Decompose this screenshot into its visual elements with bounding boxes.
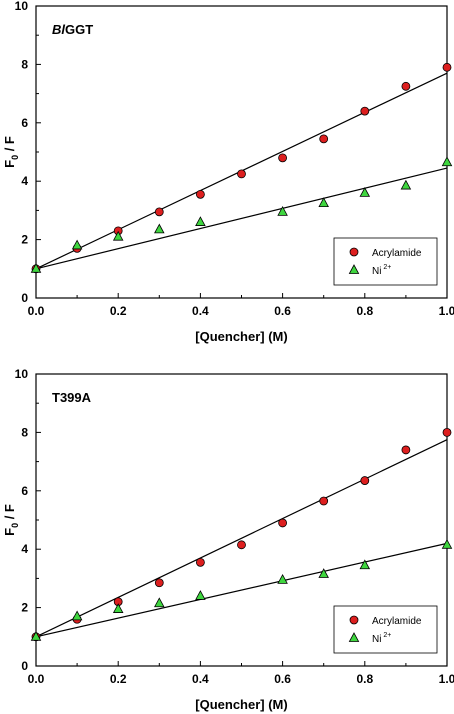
x-tick-label: 0.0 [28, 672, 45, 686]
chart-panel-1: 0.0 0.2 0.4 0.6 0.8 1.0 0 2 4 6 8 10 [Quencher] (M) F… [2, 0, 454, 344]
data-point-acrylamide [401, 445, 411, 455]
x-tick-label: 1.0 [439, 672, 454, 686]
fit-line-ni [35, 167, 448, 270]
legend-label-name: Ni [372, 634, 381, 645]
y-axis-label-main: F [2, 160, 17, 168]
data-point-ni [30, 630, 42, 641]
legend: Acrylamide Ni 2+ [333, 237, 438, 286]
y-axis-label-subscript: 0 [10, 155, 20, 160]
chart-panel-2: 0.0 0.2 0.4 0.6 0.8 1.0 0 2 4 6 8 10 [Quencher] (M) F… [2, 367, 454, 712]
y-axis-label-subscript: 0 [10, 523, 20, 528]
data-point-ni [318, 568, 329, 578]
y-tick-label: 0 [21, 291, 28, 305]
x-tick-label: 0.8 [356, 304, 373, 318]
y-axis-label-tail: / F [2, 136, 17, 155]
data-point-acrylamide [195, 189, 205, 199]
panel-title: T399A [52, 390, 92, 405]
x-tick-label: 0.8 [356, 672, 373, 686]
data-point-ni [441, 156, 453, 167]
y-axis-label: F0 / F [2, 136, 20, 168]
data-point-ni [400, 179, 412, 190]
y-tick-label: 6 [21, 116, 28, 130]
data-point-ni [154, 597, 165, 608]
legend-label-name: Acrylamide [372, 248, 422, 259]
legend: Acrylamide Ni 2+ [333, 605, 438, 654]
legend-marker-ni [348, 264, 360, 274]
x-axis-label: [Quencher] (M) [195, 329, 287, 344]
y-tick-label: 10 [15, 367, 29, 381]
data-point-acrylamide [237, 540, 246, 550]
x-tick-label: 0.2 [110, 672, 127, 686]
y-tick-label: 0 [21, 659, 28, 673]
legend-label-superscript: 2+ [381, 632, 391, 639]
legend-marker-acrylamide [349, 615, 359, 625]
data-point-ni [195, 590, 206, 600]
data-point-ni [30, 262, 42, 273]
data-point-ni [195, 216, 206, 226]
legend-label: Acrylamide [372, 248, 422, 259]
x-tick-label: 0.4 [192, 304, 209, 318]
data-point-ni [277, 206, 288, 216]
data-point-ni [318, 197, 329, 208]
data-point-acrylamide [442, 62, 452, 72]
data-point-acrylamide [360, 106, 370, 116]
data-point-acrylamide [154, 207, 164, 217]
data-point-acrylamide [401, 81, 411, 91]
data-point-acrylamide [278, 518, 288, 528]
x-tick-label: 0.2 [110, 304, 127, 318]
data-point-acrylamide [237, 169, 246, 179]
legend-marker-ni [348, 632, 360, 642]
y-tick-label: 2 [21, 601, 28, 615]
y-tick-label: 10 [15, 0, 29, 13]
data-point-ni [71, 239, 83, 250]
legend-label-name: Acrylamide [372, 616, 422, 627]
panel-title-text: GGT [65, 22, 93, 37]
data-point-ni [359, 187, 371, 197]
legend-label: Ni 2+ [372, 264, 391, 277]
y-tick-label: 4 [21, 542, 28, 556]
y-axis-label-main: F [2, 528, 17, 536]
y-tick-label: 4 [21, 174, 28, 188]
y-axis-label: F0 / F [2, 504, 20, 536]
fit-line-acrylamide [35, 439, 448, 638]
legend-label: Acrylamide [372, 616, 422, 627]
legend-box [333, 605, 438, 654]
panel-title: BlGGT [52, 22, 93, 37]
data-point-ni [112, 230, 124, 241]
x-tick-label: 0.6 [274, 672, 291, 686]
data-point-acrylamide [319, 496, 329, 506]
y-tick-label: 8 [21, 425, 28, 439]
data-point-acrylamide [360, 476, 370, 485]
data-point-acrylamide [442, 427, 452, 437]
data-point-ni [154, 223, 165, 234]
legend-label: Ni 2+ [372, 632, 391, 645]
x-tick-label: 0.0 [28, 304, 45, 318]
legend-box [333, 237, 438, 286]
data-point-ni [277, 574, 288, 584]
data-point-acrylamide [319, 134, 329, 144]
y-tick-label: 8 [21, 57, 28, 71]
y-tick-label: 6 [21, 484, 28, 498]
legend-label-superscript: 2+ [381, 264, 391, 271]
x-tick-label: 0.4 [192, 672, 209, 686]
data-point-ni [112, 603, 124, 613]
data-point-acrylamide [154, 578, 164, 588]
x-tick-label: 1.0 [439, 304, 454, 318]
legend-marker-acrylamide [349, 247, 359, 257]
x-tick-label: 0.6 [274, 304, 291, 318]
x-axis-label: [Quencher] (M) [195, 697, 287, 712]
y-axis-label-tail: / F [2, 504, 17, 523]
panel-title-italic: Bl [52, 22, 65, 37]
data-point-acrylamide [278, 153, 288, 163]
panel-title-text: T399A [52, 390, 92, 405]
data-point-acrylamide [195, 557, 205, 567]
data-point-ni [441, 538, 453, 549]
y-tick-label: 2 [21, 233, 28, 247]
legend-label-name: Ni [372, 266, 381, 277]
data-point-ni [71, 610, 83, 621]
data-point-ni [359, 559, 371, 570]
fit-line-ni [35, 542, 448, 638]
